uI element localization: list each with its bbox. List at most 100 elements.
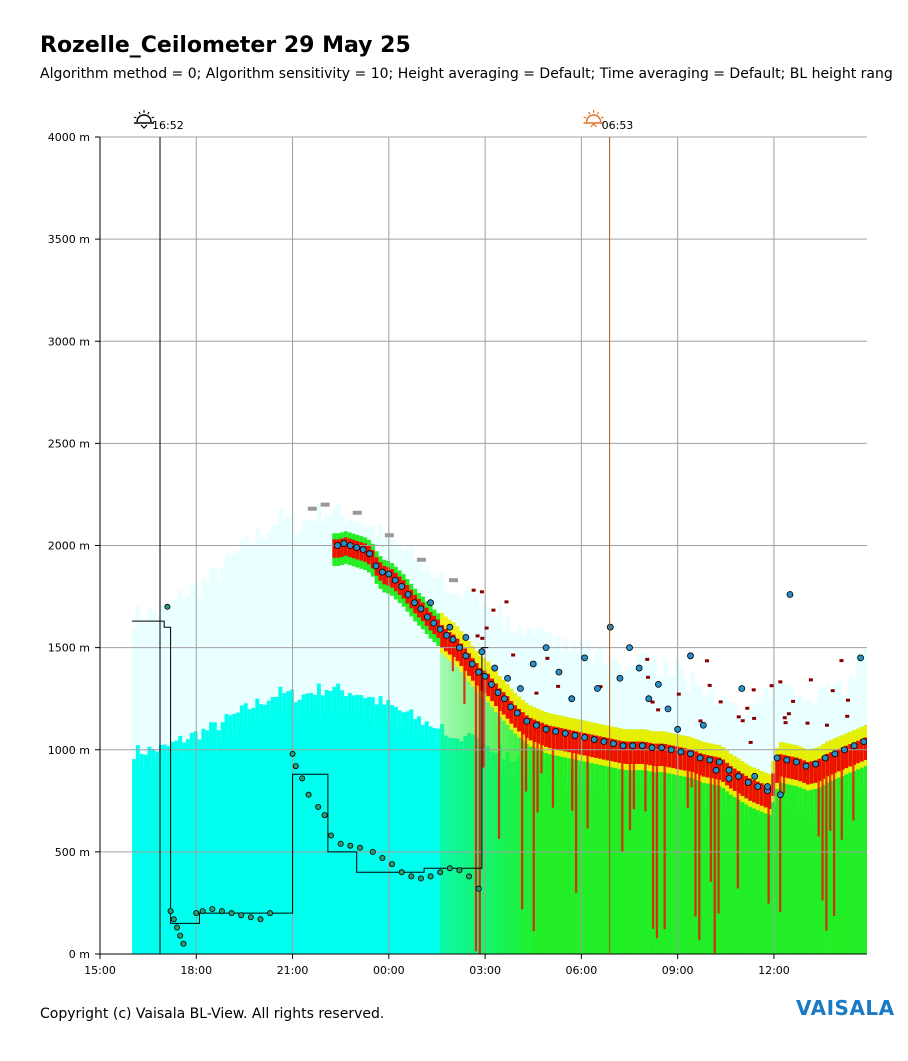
cloud-base-marker: [718, 700, 723, 704]
bl-point-early: [417, 875, 424, 882]
x-tick-label: 00:00: [373, 964, 405, 977]
heatmap-haze: [613, 659, 618, 793]
heatmap-cell: [374, 704, 380, 954]
heatmap-haze: [447, 593, 453, 756]
heatmap-aerosol-peak: [651, 743, 657, 767]
bl-point-early: [347, 842, 354, 849]
bl-point: [398, 582, 406, 590]
heatmap-cell: [343, 695, 349, 954]
heatmap-haze: [540, 629, 545, 776]
heatmap-haze: [343, 523, 349, 718]
cloud-base-marker: [704, 659, 709, 663]
heatmap-haze: [644, 652, 649, 789]
cloud-base-marker: [830, 689, 835, 693]
bl-point-early: [193, 910, 200, 917]
heatmap-aerosol-peak: [775, 760, 780, 783]
heatmap-streak: [694, 773, 697, 917]
heatmap-aerosol-peak: [840, 747, 846, 770]
bl-point: [481, 672, 489, 680]
heatmap-aerosol: [536, 708, 541, 954]
cloud-base-marker: [748, 740, 753, 744]
heatmap-aerosol: [555, 715, 561, 954]
x-tick-label: 09:00: [662, 964, 694, 977]
bl-point: [735, 772, 743, 780]
heatmap-aerosol: [732, 756, 738, 954]
heatmap-aerosol-peak: [740, 773, 746, 796]
bl-point: [773, 754, 781, 762]
bl-point: [619, 742, 627, 750]
heatmap-cell: [440, 724, 445, 954]
bl-point: [821, 754, 829, 762]
heatmap-streak: [551, 748, 555, 808]
heatmap-cell: [417, 716, 422, 954]
heatmap-aerosol: [682, 735, 688, 954]
heatmap-aerosol-peak: [786, 755, 792, 779]
heatmap-aerosol-peak: [678, 747, 684, 770]
heatmap-aerosol-peak: [517, 708, 522, 732]
heatmap-streak: [767, 808, 770, 904]
sunrise-label: 06:53: [602, 119, 634, 132]
heatmap-aerosol-peak: [509, 701, 514, 724]
bl-point: [648, 744, 656, 752]
bl-point-scatter: [427, 599, 434, 607]
heatmap-aerosol-peak: [409, 590, 414, 609]
heatmap-streak: [686, 771, 689, 808]
heatmap-haze: [212, 567, 218, 742]
heatmap-aerosol-peak: [420, 602, 426, 622]
bl-point-early: [247, 914, 254, 921]
heatmap-aerosol-peak: [598, 736, 603, 759]
cloud-base-marker: [808, 678, 813, 682]
heatmap-haze: [320, 522, 326, 717]
heatmap-cell: [347, 692, 353, 954]
cloud-base-marker: [598, 685, 603, 689]
heatmap-haze: [571, 643, 576, 784]
heatmap-aerosol-peak: [755, 781, 761, 805]
heatmap-aerosol: [470, 645, 476, 954]
heatmap-aerosol-peak: [856, 740, 861, 764]
heatmap-streak: [832, 773, 836, 916]
heatmap-streak: [840, 769, 843, 840]
bl-point-early: [356, 844, 363, 851]
heatmap-haze: [247, 545, 253, 730]
heatmap-haze: [678, 668, 684, 798]
heatmap-cell: [309, 692, 314, 954]
heatmap-streak: [574, 753, 578, 893]
bl-point-scatter: [478, 648, 486, 656]
heatmap-aerosol-peak: [544, 724, 549, 747]
heatmap-haze: [536, 626, 541, 775]
heatmap-haze: [420, 572, 426, 744]
heatmap-haze: [586, 642, 591, 783]
chart-title: Rozelle_Ceilometer 29 May 25: [40, 33, 411, 58]
heatmap-streak: [463, 670, 466, 704]
bl-point-early: [170, 916, 177, 923]
heatmap-cell: [162, 744, 168, 954]
heatmap-aerosol: [586, 721, 591, 954]
heatmap-streak: [621, 763, 624, 853]
heatmap-cell: [143, 754, 149, 954]
heatmap-aerosol: [798, 746, 803, 954]
heatmap-aerosol-peak: [709, 755, 715, 779]
cloud-base-marker: [504, 600, 509, 604]
heatmap-cell: [313, 694, 318, 954]
heatmap-aerosol-peak: [582, 733, 588, 756]
heatmap-aerosol-peak: [844, 745, 849, 769]
heatmap-streak: [779, 776, 782, 913]
heatmap-aerosol-peak: [548, 725, 553, 749]
y-tick-label: 4000 m: [48, 131, 90, 144]
x-tick-label: 03:00: [469, 964, 501, 977]
heatmap-aerosol-peak: [821, 756, 826, 779]
heatmap-aerosol-peak: [863, 737, 867, 760]
heatmap-haze: [856, 653, 861, 789]
heatmap-streak: [497, 710, 501, 839]
heatmap-aerosol-peak: [463, 648, 468, 671]
layer-top-marker: [416, 557, 426, 562]
heatmap-aerosol-peak: [671, 745, 676, 769]
heatmap-aerosol-peak: [401, 580, 407, 599]
heatmap-haze: [367, 525, 372, 719]
heatmap-haze: [555, 635, 561, 779]
heatmap-cell: [324, 690, 330, 954]
heatmap-haze: [424, 566, 430, 741]
heatmap-aerosol: [628, 729, 634, 954]
heatmap-cell: [259, 704, 264, 954]
bl-point-early: [174, 924, 181, 931]
